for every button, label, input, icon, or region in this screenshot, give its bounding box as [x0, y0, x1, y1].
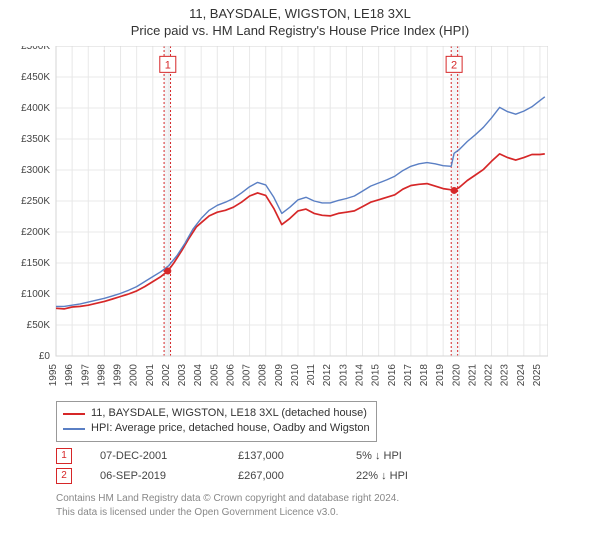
x-tick-label: 2013: [338, 364, 349, 386]
transaction-date: 07-DEC-2001: [100, 450, 210, 462]
title-line1: 11, BAYSDALE, WIGSTON, LE18 3XL: [8, 6, 592, 21]
x-tick-label: 2024: [516, 364, 527, 386]
transaction-marker: 2: [56, 468, 72, 484]
y-tick-label: £500K: [21, 46, 50, 52]
legend-row: 11, BAYSDALE, WIGSTON, LE18 3XL (detache…: [63, 406, 370, 421]
x-tick-label: 2012: [322, 364, 333, 386]
price-chart: £0 £50K £100K £150K £200K £250K £300K £350K £400…: [8, 46, 548, 386]
x-tick-label: 2009: [274, 364, 285, 386]
x-tick-label: 2005: [209, 364, 220, 386]
y-tick-label: £350K: [21, 134, 50, 145]
y-tick-label: £50K: [27, 320, 51, 331]
y-tick-label: £250K: [21, 196, 50, 207]
x-tick-label: 2008: [258, 364, 269, 386]
transaction-price: £137,000: [238, 450, 328, 462]
x-tick-label: 2018: [419, 364, 430, 386]
x-tick-label: 2001: [145, 364, 156, 386]
legend: 11, BAYSDALE, WIGSTON, LE18 3XL (detache…: [56, 401, 377, 442]
transaction-change: 5% ↓ HPI: [356, 450, 446, 462]
x-tick-label: 2017: [403, 364, 414, 386]
footnote-line2: This data is licensed under the Open Gov…: [56, 506, 592, 520]
x-tick-label: 2015: [371, 364, 382, 386]
y-tick-label: £150K: [21, 258, 50, 269]
y-tick-label: £300K: [21, 165, 50, 176]
transaction-price: £267,000: [238, 470, 328, 482]
marker-dot: [451, 187, 458, 194]
x-tick-label: 2003: [177, 364, 188, 386]
transaction-row: 2 06-SEP-2019 £267,000 22% ↓ HPI: [56, 468, 592, 484]
x-tick-label: 2002: [161, 364, 172, 386]
x-tick-label: 2006: [225, 364, 236, 386]
marker-label: 2: [451, 59, 457, 71]
x-tick-label: 2025: [532, 364, 543, 386]
y-tick-label: £400K: [21, 103, 50, 114]
y-tick-label: £450K: [21, 72, 50, 83]
footnote: Contains HM Land Registry data © Crown c…: [56, 492, 592, 520]
x-tick-label: 1995: [48, 364, 59, 386]
legend-swatch: [63, 428, 85, 430]
x-tick-label: 2010: [290, 364, 301, 386]
transactions-table: 1 07-DEC-2001 £137,000 5% ↓ HPI 2 06-SEP-2019…: [56, 448, 592, 484]
x-tick-label: 1997: [80, 364, 91, 386]
legend-swatch: [63, 413, 85, 415]
x-tick-label: 2022: [484, 364, 495, 386]
x-tick-label: 2019: [435, 364, 446, 386]
footnote-line1: Contains HM Land Registry data © Crown c…: [56, 492, 592, 506]
x-tick-label: 2023: [500, 364, 511, 386]
transaction-marker: 1: [56, 448, 72, 464]
marker-label: 1: [165, 59, 171, 71]
x-tick-label: 2007: [242, 364, 253, 386]
x-tick-label: 2011: [306, 364, 317, 386]
x-tick-label: 2016: [387, 364, 398, 386]
legend-label: 11, BAYSDALE, WIGSTON, LE18 3XL (detache…: [91, 406, 367, 421]
y-tick-label: £100K: [21, 289, 50, 300]
title-line2: Price paid vs. HM Land Registry's House …: [8, 23, 592, 38]
x-tick-label: 2000: [129, 364, 140, 386]
x-tick-label: 1998: [96, 364, 107, 386]
x-tick-label: 2014: [354, 364, 365, 386]
chart-container: 11, BAYSDALE, WIGSTON, LE18 3XL Price pa…: [0, 0, 600, 528]
legend-label: HPI: Average price, detached house, Oadb…: [91, 421, 370, 436]
y-tick-label: £0: [39, 351, 51, 362]
chart-area: £0 £50K £100K £150K £200K £250K £300K £350K £400…: [8, 46, 592, 391]
transaction-change: 22% ↓ HPI: [356, 470, 446, 482]
marker-dot: [164, 268, 171, 275]
transaction-date: 06-SEP-2019: [100, 470, 210, 482]
transaction-row: 1 07-DEC-2001 £137,000 5% ↓ HPI: [56, 448, 592, 464]
x-tick-label: 2021: [467, 364, 478, 386]
x-tick-label: 2020: [451, 364, 462, 386]
legend-row: HPI: Average price, detached house, Oadb…: [63, 421, 370, 436]
x-tick-label: 1996: [64, 364, 75, 386]
y-tick-label: £200K: [21, 227, 50, 238]
x-tick-label: 1999: [113, 364, 124, 386]
x-tick-label: 2004: [193, 364, 204, 386]
